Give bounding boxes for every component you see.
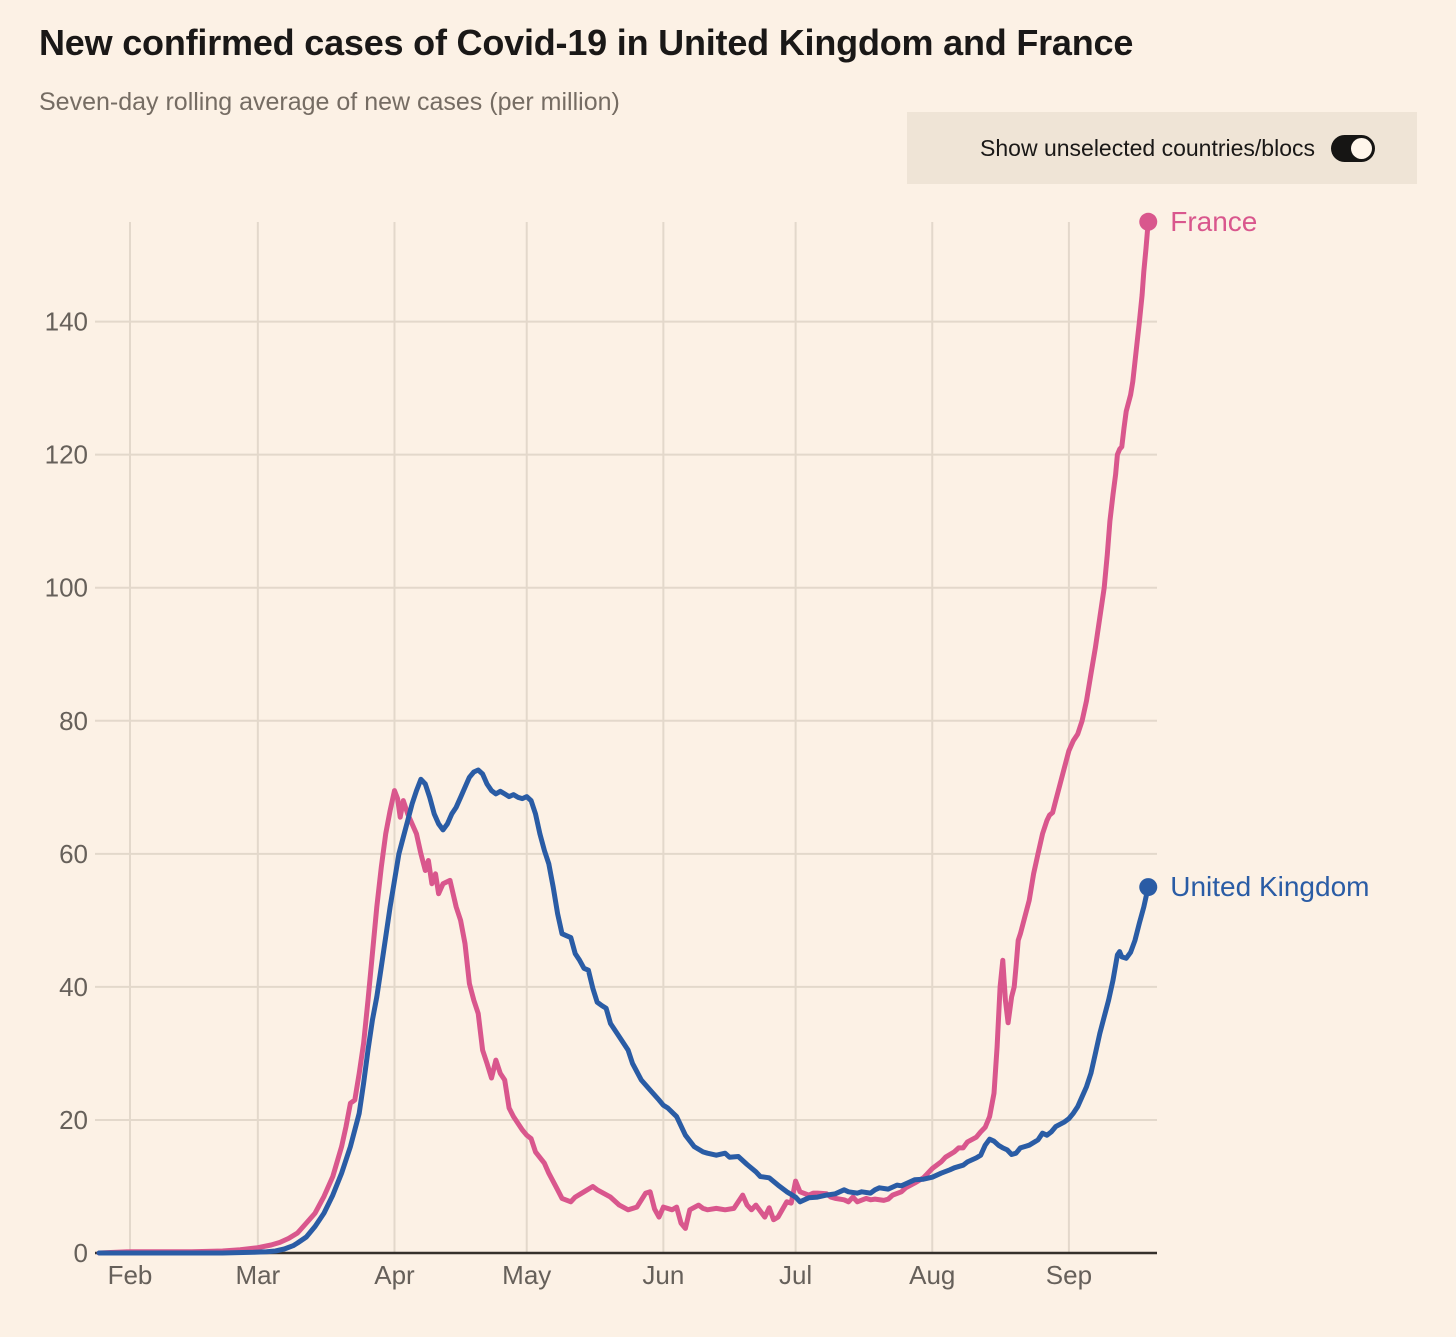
- show-unselected-toggle-panel[interactable]: Show unselected countries/blocs: [907, 112, 1417, 184]
- france-end-dot: [1139, 212, 1158, 231]
- y-tick-label-120: 120: [45, 440, 88, 470]
- x-tick-label-sep: Sep: [1046, 1260, 1092, 1290]
- france-line: [96, 219, 1151, 1256]
- y-tick-label-80: 80: [59, 706, 88, 736]
- chart-title: New confirmed cases of Covid-19 in Unite…: [39, 22, 1134, 63]
- chart-subtitle: Seven-day rolling average of new cases (…: [39, 88, 620, 116]
- y-tick-label-40: 40: [59, 972, 88, 1002]
- y-tick-label-20: 20: [59, 1105, 88, 1135]
- x-tick-label-jul: Jul: [779, 1260, 812, 1290]
- united-kingdom-end-label[interactable]: United Kingdom: [1170, 871, 1369, 902]
- x-tick-label-aug: Aug: [909, 1260, 955, 1290]
- y-tick-label-0: 0: [74, 1238, 88, 1268]
- y-tick-label-60: 60: [59, 839, 88, 869]
- x-tick-label-may: May: [502, 1260, 551, 1290]
- x-tick-label-apr: Apr: [374, 1260, 415, 1290]
- y-tick-label-140: 140: [45, 307, 88, 337]
- united-kingdom-line: [96, 767, 1151, 1256]
- france-end-label[interactable]: France: [1170, 206, 1257, 237]
- united-kingdom-end-dot: [1139, 878, 1158, 897]
- toggle-switch-icon[interactable]: [1331, 134, 1375, 162]
- x-tick-label-jun: Jun: [642, 1260, 684, 1290]
- y-tick-label-100: 100: [45, 573, 88, 603]
- x-tick-label-mar: Mar: [235, 1260, 280, 1290]
- toggle-label: Show unselected countries/blocs: [980, 134, 1315, 161]
- x-tick-label-feb: Feb: [108, 1260, 153, 1290]
- toggle-knob: [1351, 137, 1372, 159]
